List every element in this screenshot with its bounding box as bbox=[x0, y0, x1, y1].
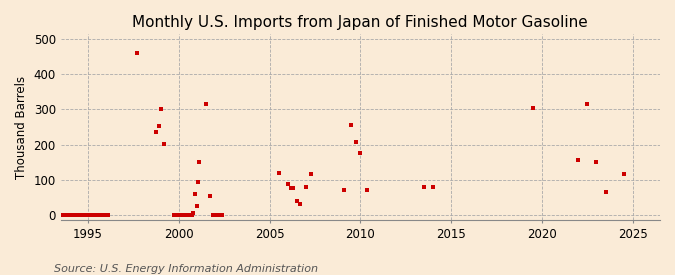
Point bbox=[582, 102, 593, 106]
Point bbox=[171, 213, 182, 217]
Point bbox=[190, 192, 200, 196]
Point bbox=[59, 213, 70, 217]
Point bbox=[306, 172, 317, 177]
Point bbox=[346, 123, 356, 128]
Point bbox=[600, 190, 611, 194]
Point bbox=[618, 172, 629, 177]
Point bbox=[177, 213, 188, 217]
Point bbox=[213, 213, 224, 217]
Title: Monthly U.S. Imports from Japan of Finished Motor Gasoline: Monthly U.S. Imports from Japan of Finis… bbox=[132, 15, 588, 30]
Point bbox=[169, 213, 180, 217]
Point bbox=[175, 213, 186, 217]
Point bbox=[173, 213, 184, 217]
Point bbox=[171, 213, 182, 217]
Point bbox=[361, 188, 372, 192]
Point bbox=[66, 213, 77, 217]
Point bbox=[88, 213, 99, 217]
Point bbox=[200, 102, 211, 106]
Point bbox=[205, 193, 215, 198]
Point bbox=[187, 213, 198, 217]
Point bbox=[132, 51, 142, 56]
Y-axis label: Thousand Barrels: Thousand Barrels bbox=[15, 75, 28, 178]
Point bbox=[172, 213, 183, 217]
Point bbox=[181, 213, 192, 217]
Point bbox=[418, 185, 429, 189]
Point bbox=[84, 213, 95, 217]
Point bbox=[79, 213, 90, 217]
Point bbox=[185, 213, 196, 217]
Point bbox=[211, 213, 222, 217]
Point bbox=[192, 204, 202, 208]
Point bbox=[97, 213, 108, 217]
Point bbox=[86, 213, 97, 217]
Point bbox=[295, 202, 306, 207]
Point bbox=[155, 106, 166, 111]
Point bbox=[186, 213, 197, 217]
Point bbox=[192, 180, 203, 184]
Point bbox=[101, 213, 111, 217]
Point bbox=[180, 213, 190, 217]
Point bbox=[427, 185, 438, 189]
Point bbox=[178, 213, 188, 217]
Point bbox=[63, 213, 74, 217]
Point bbox=[179, 213, 190, 217]
Point bbox=[61, 213, 72, 217]
Point bbox=[77, 213, 88, 217]
Point bbox=[355, 151, 366, 156]
Point bbox=[193, 160, 204, 164]
Point bbox=[339, 188, 350, 192]
Point bbox=[286, 186, 297, 191]
Point bbox=[527, 106, 538, 110]
Point bbox=[573, 158, 584, 163]
Point bbox=[591, 160, 602, 164]
Point bbox=[350, 140, 361, 144]
Point bbox=[93, 213, 104, 217]
Point bbox=[75, 213, 86, 217]
Point bbox=[90, 213, 101, 217]
Point bbox=[57, 213, 68, 217]
Point bbox=[99, 213, 109, 217]
Point bbox=[182, 213, 192, 217]
Point bbox=[74, 213, 84, 217]
Point bbox=[300, 185, 311, 189]
Point bbox=[176, 213, 187, 217]
Point bbox=[288, 186, 298, 191]
Point bbox=[182, 213, 193, 217]
Point bbox=[151, 130, 161, 134]
Point bbox=[159, 142, 169, 146]
Point bbox=[217, 213, 227, 217]
Point bbox=[103, 213, 113, 217]
Point bbox=[188, 211, 198, 215]
Point bbox=[92, 213, 103, 217]
Text: Source: U.S. Energy Information Administration: Source: U.S. Energy Information Administ… bbox=[54, 264, 318, 274]
Point bbox=[153, 124, 164, 128]
Point bbox=[174, 213, 185, 217]
Point bbox=[292, 199, 302, 203]
Point bbox=[282, 182, 293, 186]
Point bbox=[184, 213, 194, 217]
Point bbox=[210, 213, 221, 217]
Point bbox=[273, 171, 284, 176]
Point bbox=[72, 213, 82, 217]
Point bbox=[64, 213, 75, 217]
Point bbox=[215, 213, 226, 217]
Point bbox=[70, 213, 80, 217]
Point bbox=[81, 213, 92, 217]
Point bbox=[208, 213, 219, 217]
Point bbox=[95, 213, 106, 217]
Point bbox=[68, 213, 79, 217]
Point bbox=[184, 213, 195, 217]
Point bbox=[82, 213, 93, 217]
